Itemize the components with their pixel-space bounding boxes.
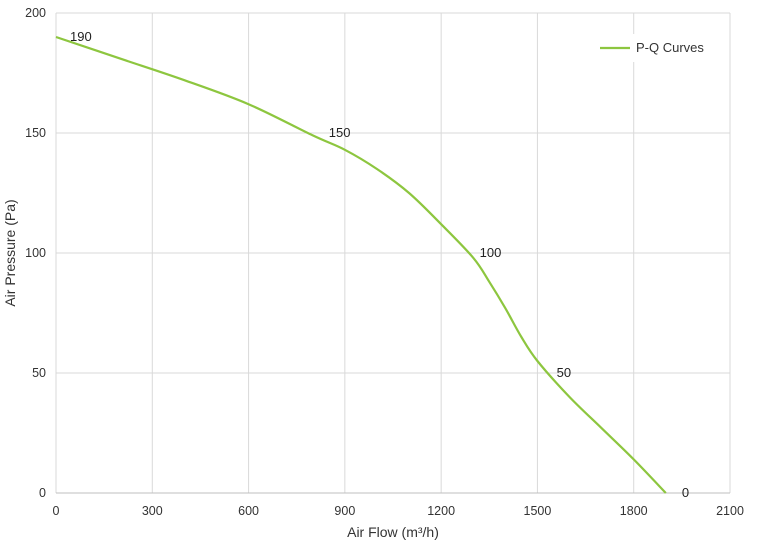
data-labels: 190 150 100 50 0	[70, 29, 689, 500]
y-tick-label: 150	[25, 126, 46, 140]
data-label: 100	[480, 245, 502, 260]
data-label: 190	[70, 29, 92, 44]
x-tick-label: 900	[334, 504, 355, 518]
x-tick-label: 1500	[524, 504, 552, 518]
x-tick-label: 0	[53, 504, 60, 518]
legend-label: P-Q Curves	[636, 40, 704, 55]
series	[55, 35, 667, 494]
data-label: 150	[329, 125, 351, 140]
x-tick-label: 300	[142, 504, 163, 518]
x-tick-label: 1800	[620, 504, 648, 518]
y-tick-label: 100	[25, 246, 46, 260]
y-tick-label: 0	[39, 486, 46, 500]
y-tick-label: 50	[32, 366, 46, 380]
x-tick-label: 2100	[716, 504, 744, 518]
legend: P-Q Curves	[588, 34, 718, 62]
x-axis-title: Air Flow (m³/h)	[347, 524, 439, 540]
data-label: 0	[682, 485, 689, 500]
y-tick-label: 200	[25, 6, 46, 20]
y-axis-title: Air Pressure (Pa)	[2, 199, 18, 306]
x-tick-label: 600	[238, 504, 259, 518]
data-label: 50	[557, 365, 571, 380]
grid	[55, 12, 731, 494]
series-line	[55, 35, 667, 494]
x-tick-label: 1200	[427, 504, 455, 518]
